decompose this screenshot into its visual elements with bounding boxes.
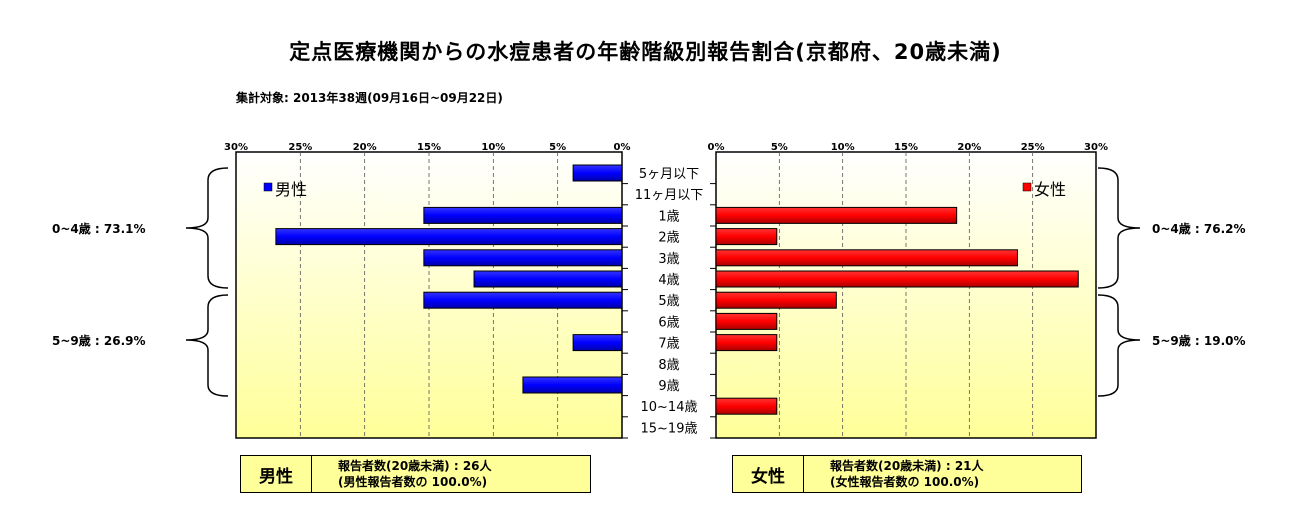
category-label: 4歳 — [658, 273, 679, 288]
female-x-tick-label: 0% — [708, 142, 725, 153]
female-bracket-0-4-label: 0~4歳 : 76.2% — [1152, 221, 1246, 236]
female-bar — [715, 334, 778, 352]
category-label: 11ヶ月以下 — [635, 188, 704, 203]
male-x-tick-label: 20% — [353, 142, 377, 153]
category-label: 8歳 — [658, 358, 679, 373]
legend-female: 女性 — [1022, 180, 1066, 199]
category-label: 15~19歳 — [641, 421, 698, 436]
category-label: 5ヶ月以下 — [639, 167, 699, 182]
male-x-tick-label: 25% — [288, 142, 312, 153]
male-bar — [522, 376, 623, 394]
female-bracket-5-9-label: 5~9歳 : 19.0% — [1152, 333, 1246, 348]
category-label: 5歳 — [658, 294, 679, 309]
male-info-text: 報告者数(20歳未満) : 26人 (男性報告者数の 100.0%) — [312, 456, 492, 492]
female-x-tick-label: 5% — [771, 142, 788, 153]
male-x-tick-label: 0% — [614, 142, 631, 153]
male-bar — [473, 270, 623, 288]
male-bar — [423, 206, 623, 224]
male-bracket-0-4-label: 0~4歳 : 73.1% — [52, 221, 146, 236]
female-info-text: 報告者数(20歳未満) : 21人 (女性報告者数の 100.0%) — [804, 456, 984, 492]
female-info-label: 女性 — [733, 456, 804, 492]
chart-subtitle: 集計対象: 2013年38週(09月16日~09月22日) — [236, 91, 503, 105]
legend-male-swatch — [263, 182, 273, 192]
male-info-percent: (男性報告者数の 100.0%) — [338, 475, 488, 489]
male-x-tick-label: 15% — [417, 142, 441, 153]
category-label: 3歳 — [658, 252, 679, 267]
female-x-tick-label: 25% — [1021, 142, 1045, 153]
female-bar — [715, 291, 837, 309]
female-info-count: 報告者数(20歳未満) : 21人 — [830, 459, 984, 473]
legend-male: 男性 — [263, 180, 307, 199]
male-bar — [423, 291, 623, 309]
male-bar — [572, 164, 623, 182]
female-x-tick-label: 10% — [831, 142, 855, 153]
category-label: 10~14歳 — [641, 400, 698, 415]
female-bracket-0-4 — [1097, 167, 1141, 289]
male-bar — [572, 334, 623, 352]
male-bracket-5-9 — [185, 294, 229, 397]
male-x-tick-label: 30% — [224, 142, 248, 153]
category-label: 1歳 — [658, 209, 679, 224]
male-x-tick-label: 10% — [481, 142, 505, 153]
male-info-box: 男性 報告者数(20歳未満) : 26人 (男性報告者数の 100.0%) — [240, 455, 591, 493]
legend-male-label: 男性 — [275, 180, 307, 199]
category-label: 7歳 — [658, 337, 679, 352]
male-info-label: 男性 — [241, 456, 312, 492]
female-bar — [715, 312, 778, 330]
female-x-tick-label: 15% — [894, 142, 918, 153]
chart-title: 定点医療機関からの水痘患者の年齢階級別報告割合(京都府、20歳未満) — [289, 40, 1002, 64]
male-bracket-5-9-label: 5~9歳 : 26.9% — [52, 333, 146, 348]
female-bar — [715, 228, 778, 246]
category-label: 6歳 — [658, 315, 679, 330]
female-bracket-5-9 — [1097, 294, 1141, 397]
female-bar — [715, 397, 778, 415]
female-bar — [715, 206, 958, 224]
category-label: 9歳 — [658, 379, 679, 394]
male-bracket-0-4 — [185, 167, 229, 289]
male-bar — [275, 228, 623, 246]
female-x-tick-label: 30% — [1084, 142, 1108, 153]
male-bar — [423, 249, 623, 267]
category-label: 2歳 — [658, 231, 679, 246]
female-info-percent: (女性報告者数の 100.0%) — [830, 475, 980, 489]
legend-female-label: 女性 — [1034, 180, 1066, 199]
female-x-tick-label: 20% — [957, 142, 981, 153]
female-bar — [715, 249, 1018, 267]
male-x-tick-label: 5% — [549, 142, 566, 153]
legend-female-swatch — [1022, 182, 1032, 192]
female-bar — [715, 270, 1079, 288]
female-info-box: 女性 報告者数(20歳未満) : 21人 (女性報告者数の 100.0%) — [732, 455, 1082, 493]
male-info-count: 報告者数(20歳未満) : 26人 — [338, 459, 492, 473]
